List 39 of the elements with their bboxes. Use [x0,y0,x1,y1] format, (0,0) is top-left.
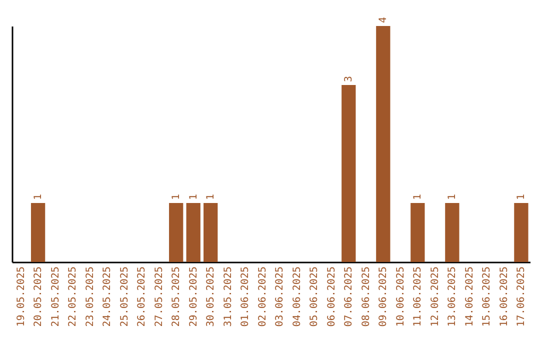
x-tick-label: 11.06.2025 [412,266,424,327]
x-tick-label: 30.05.2025 [206,266,217,327]
x-tick-label: 04.06.2025 [292,266,303,327]
x-tick-label: 14.06.2025 [464,266,476,327]
data-label: 1 [412,194,424,200]
x-tick-label: 22.05.2025 [68,266,79,327]
x-tick-label: 08.06.2025 [360,266,372,327]
x-tick-label: 19.05.2025 [16,266,27,327]
data-label: 1 [447,194,458,200]
x-tick-label: 03.06.2025 [274,266,286,327]
x-tick-label: 13.06.2025 [447,266,458,327]
x-tick-label: 09.06.2025 [378,266,390,327]
x-tick-label: 26.05.2025 [136,266,148,327]
data-label: 1 [516,194,528,200]
x-tick-label: 17.06.2025 [516,266,528,327]
x-tick-label: 24.05.2025 [102,266,114,327]
x-tick-label: 27.05.2025 [154,266,165,327]
data-label: 1 [33,194,44,200]
x-tick-label: 12.06.2025 [430,266,441,327]
x-tick-label: 21.05.2025 [50,266,62,327]
x-tick-label: 05.06.2025 [309,266,320,327]
x-tick-label: 15.06.2025 [482,266,493,327]
x-tick-label: 31.05.2025 [222,266,234,327]
x-tick-label: 06.06.2025 [326,266,338,327]
x-tick-label: 29.05.2025 [188,266,200,327]
data-label: 1 [171,194,182,200]
data-label: 1 [206,194,217,200]
data-label: 1 [188,194,200,200]
x-tick-label: 25.05.2025 [119,266,130,327]
x-tick-label: 01.06.2025 [240,266,252,327]
x-tick-label: 02.06.2025 [257,266,268,327]
x-tick-label: 16.06.2025 [498,266,510,327]
x-tick-label: 20.05.2025 [33,266,44,327]
x-tick-label: 28.05.2025 [171,266,182,327]
x-tick-label: 07.06.2025 [344,266,355,327]
data-label: 4 [378,16,390,23]
data-label: 3 [344,76,355,82]
x-tick-label: 23.05.2025 [84,266,96,327]
x-tick-label: 10.06.2025 [395,266,406,327]
